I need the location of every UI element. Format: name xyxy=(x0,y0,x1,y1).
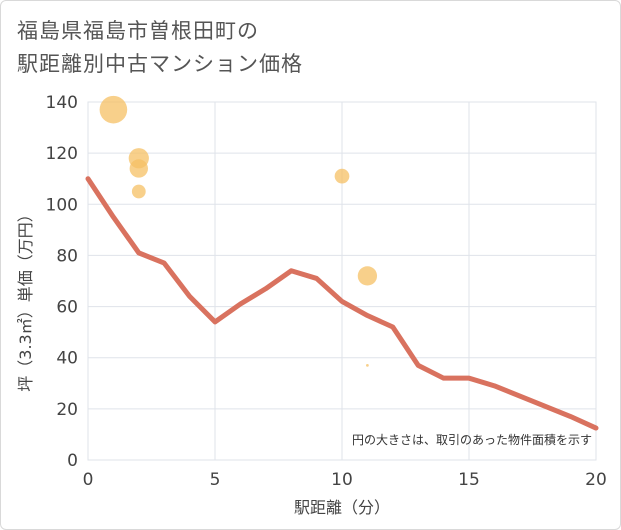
y-tick-label: 100 xyxy=(46,195,78,215)
y-tick-label: 20 xyxy=(56,400,78,420)
chart-title-line-2: 駅距離別中古マンション価格 xyxy=(17,52,303,76)
data-point xyxy=(99,95,128,124)
size-legend-note: 円の大きさは、取引のあった物件面積を示す xyxy=(352,432,592,447)
x-tick-label: 10 xyxy=(331,470,353,490)
data-point xyxy=(366,364,369,367)
x-tick-label: 20 xyxy=(585,470,607,490)
average-price-line xyxy=(85,176,599,431)
x-tick-label: 15 xyxy=(458,470,480,490)
chart-title: 福島県福島市曽根田町の 駅距離別中古マンション価格 xyxy=(17,15,303,81)
y-axis-label: 坪（3.3㎡）単価（万円） xyxy=(16,206,35,391)
x-tick-label: 0 xyxy=(83,470,94,490)
x-tick-label: 5 xyxy=(210,470,221,490)
y-tick-label: 60 xyxy=(56,298,78,318)
y-tick-label: 140 xyxy=(46,93,78,113)
data-point xyxy=(334,168,350,184)
data-point xyxy=(131,184,146,199)
y-tick-label: 40 xyxy=(56,349,78,369)
y-tick-label: 120 xyxy=(46,144,78,164)
y-tick-label: 80 xyxy=(56,246,78,266)
chart-title-line-1: 福島県福島市曽根田町の xyxy=(17,19,259,43)
x-axis-label: 駅距離（分） xyxy=(294,498,390,517)
y-tick-label: 0 xyxy=(67,451,78,471)
data-point xyxy=(129,159,148,178)
data-point xyxy=(357,266,378,286)
